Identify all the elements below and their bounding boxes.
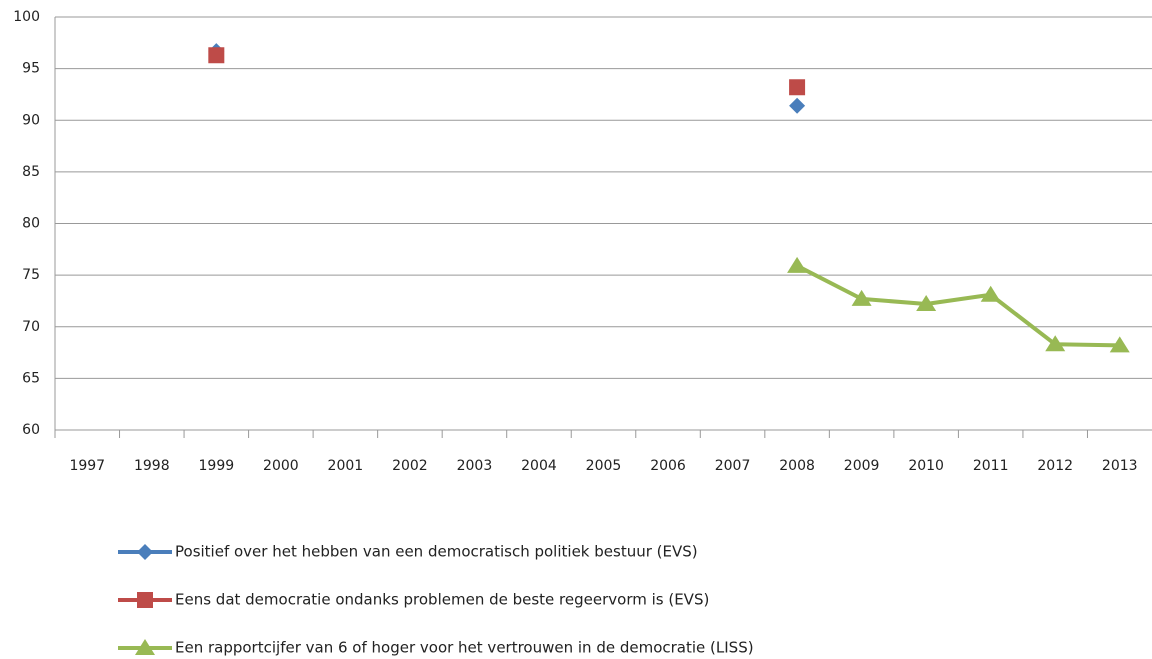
x-tick-label: 2012 — [1037, 458, 1073, 474]
x-tick-label: 2010 — [908, 458, 944, 474]
data-point — [789, 97, 806, 114]
x-tick-label: 2005 — [586, 458, 622, 474]
data-point — [980, 285, 1001, 302]
data-point — [208, 47, 225, 64]
y-tick-label: 75 — [22, 267, 40, 283]
data-point — [789, 79, 806, 96]
data-point — [1045, 335, 1066, 352]
x-tick-label: 1997 — [69, 458, 105, 474]
y-tick-label: 85 — [22, 164, 40, 180]
x-tick-label: 2001 — [328, 458, 364, 474]
y-tick-label: 70 — [22, 319, 40, 335]
legend-marker — [135, 639, 155, 655]
x-tick-label: 2002 — [392, 458, 428, 474]
data-point — [851, 289, 872, 306]
x-tick-label: 2007 — [715, 458, 751, 474]
x-tick-label: 2011 — [973, 458, 1009, 474]
x-tick-label: 2003 — [457, 458, 493, 474]
data-point — [916, 295, 937, 312]
x-tick-label: 2013 — [1102, 458, 1138, 474]
y-tick-label: 60 — [22, 422, 40, 438]
y-tick-label: 65 — [22, 370, 40, 386]
y-tick-label: 90 — [22, 112, 40, 128]
legend-label: Een rapportcijfer van 6 of hoger voor he… — [175, 639, 754, 657]
x-tick-label: 2008 — [779, 458, 815, 474]
data-point — [1109, 336, 1130, 353]
legend-marker — [137, 592, 153, 608]
legend-label: Eens dat democratie ondanks problemen de… — [175, 591, 709, 609]
data-point — [787, 256, 808, 273]
series-line — [796, 264, 1120, 348]
legend-label: Positief over het hebben van een democra… — [175, 543, 698, 561]
x-tick-label: 1999 — [199, 458, 235, 474]
x-tick-label: 2009 — [844, 458, 880, 474]
x-tick-label: 2000 — [263, 458, 299, 474]
y-tick-label: 100 — [13, 9, 40, 25]
y-tick-label: 95 — [22, 61, 40, 77]
y-tick-label: 80 — [22, 216, 40, 232]
x-tick-label: 1998 — [134, 458, 170, 474]
x-tick-label: 2004 — [521, 458, 557, 474]
legend-marker — [137, 544, 153, 560]
x-tick-label: 2006 — [650, 458, 686, 474]
